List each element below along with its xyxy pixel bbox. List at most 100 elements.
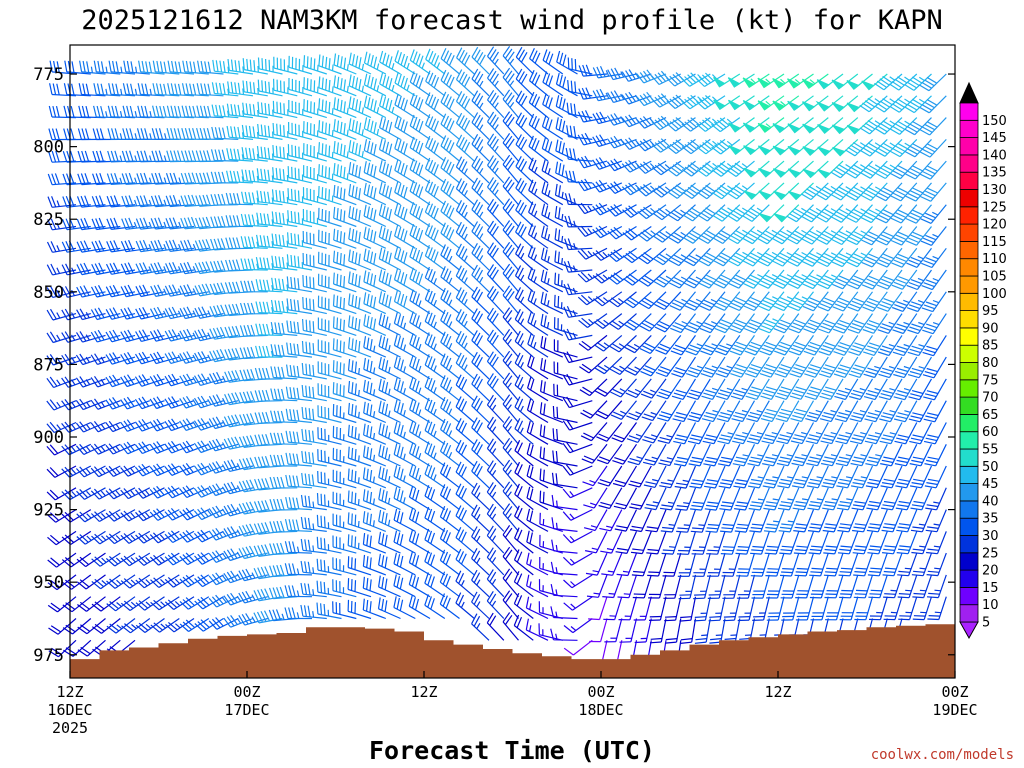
wind-barb [845,182,873,201]
wind-barb [455,221,475,249]
wind-barb [254,389,283,402]
wind-barb [409,136,431,162]
wind-barb [223,414,254,428]
wind-barb [623,291,652,309]
wind-barb [91,240,121,253]
wind-barb [922,356,947,379]
colorbar-label: 150 [982,114,1007,129]
wind-barb [486,307,505,336]
colorbar-swatch [959,535,979,554]
y-tick-label: 975 [33,646,64,666]
wind-barb [424,157,446,184]
wind-barb [440,157,460,184]
wind-barb [210,149,239,162]
wind-barb [760,378,785,400]
wind-barb [62,596,92,613]
wind-barb [563,260,593,273]
wind-barb [409,158,431,184]
wind-barb [317,339,342,358]
wind-barb [316,536,342,554]
wind-barb [393,508,416,532]
wind-barb [179,328,209,342]
wind-barb [592,179,623,193]
colorbar-swatch [959,552,979,571]
wind-barb [439,549,460,576]
colorbar-swatch [959,275,979,294]
wind-barb [757,117,785,133]
wind-barb [288,121,313,140]
wind-barb [46,509,77,523]
wind-barb [273,56,298,75]
wind-barb [502,67,519,97]
wind-barb [714,313,741,334]
wind-barb [563,574,593,589]
wind-barb [332,601,357,620]
wind-barb [631,552,652,577]
wind-barb [690,487,711,511]
wind-barb [700,335,726,356]
wind-barb [486,525,505,554]
wind-barb [409,289,431,315]
wind-barb [907,335,933,357]
wind-barb [301,428,327,445]
wind-barb [226,125,254,140]
wind-barb [502,133,519,162]
wind-barb [471,308,490,336]
wind-barb [585,552,608,576]
wind-barb [790,422,815,445]
wind-barb [848,335,873,356]
colorbar-label: 35 [982,512,999,527]
wind-barb [562,396,593,409]
wind-barb [394,115,416,140]
wind-barb [727,226,755,245]
wind-barb [455,396,475,423]
wind-barb [138,60,165,75]
wind-barb [876,247,903,268]
wind-barb [134,396,165,410]
wind-barb [678,574,697,600]
wind-barb [539,424,564,445]
wind-barb [834,400,859,423]
wind-barb [150,217,180,230]
wind-barb [624,356,652,376]
wind-barb [526,398,549,424]
wind-barb [606,113,637,126]
wind-barb [301,406,327,424]
colorbar-swatch [959,327,979,346]
wind-barb [379,50,401,75]
wind-barb [845,204,873,223]
wind-barb [593,334,623,352]
wind-barb [106,217,136,230]
wind-barb [831,226,859,246]
wind-barb [332,316,357,336]
wind-barb [721,552,741,577]
wind-barb [182,60,209,75]
colorbar-label: 30 [982,529,999,544]
wind-barb [209,349,239,363]
wind-barb [210,238,239,251]
wind-barb [863,335,888,356]
wind-barb [440,418,460,445]
wind-barb [318,207,342,228]
wind-barb [239,302,268,315]
wind-barb [471,613,490,641]
wind-barb [832,313,859,334]
wind-barb [285,496,313,511]
wind-barb [424,528,446,554]
wind-barb [683,269,711,289]
wind-barb [831,204,859,223]
wind-barb [409,93,431,119]
wind-barb [301,362,327,380]
wind-barb [652,204,682,221]
wind-barb [787,247,814,267]
y-tick-label: 800 [33,138,64,158]
wind-barb [502,307,519,336]
wind-barb [815,182,844,201]
wind-barb [633,596,652,621]
colorbar-swatch [959,292,979,311]
wind-barb [788,182,814,201]
wind-barb [76,530,106,545]
wind-barb [486,155,505,184]
wind-barb [539,490,563,511]
wind-barb [757,226,785,245]
